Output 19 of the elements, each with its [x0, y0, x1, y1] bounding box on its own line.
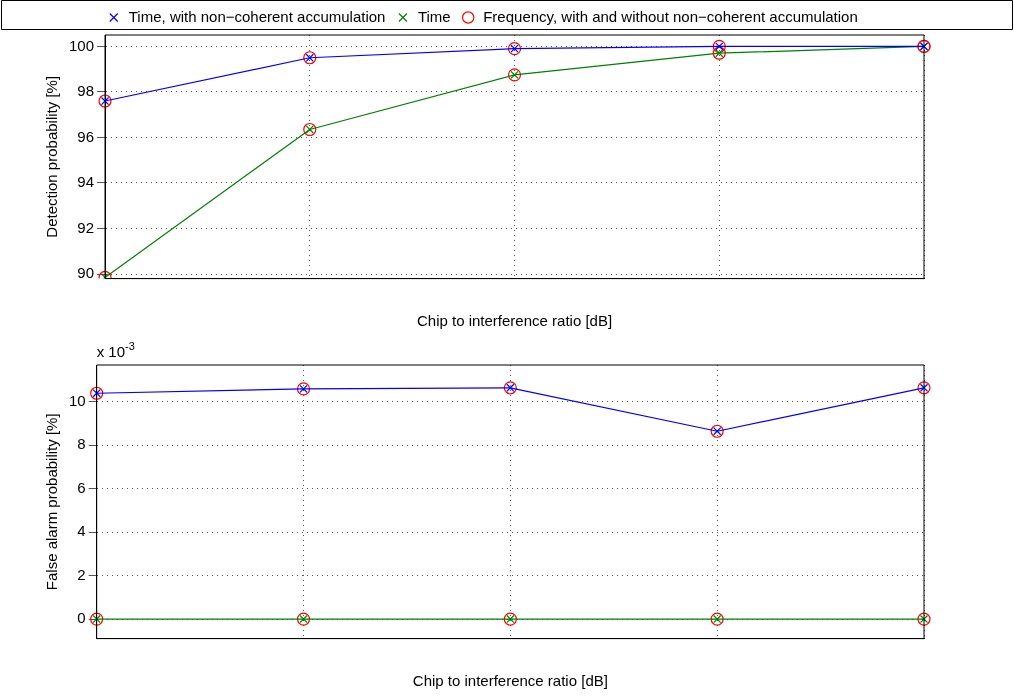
- y-tick-label: 98: [77, 82, 95, 100]
- legend-label: Time: [417, 7, 451, 25]
- y-tick-label: 0: [77, 609, 86, 627]
- y-tick-label: 96: [77, 127, 95, 145]
- x-axis-title: Chip to interference ratio [dB]: [412, 672, 608, 690]
- legend-label: Frequency, with and without non−coherent accumulation: [483, 7, 858, 25]
- y-tick-label: 10: [69, 392, 86, 410]
- y-tick-label: 4: [77, 522, 86, 540]
- y-axis-title: False alarm probability [%]: [43, 413, 61, 591]
- y-tick-label: 94: [77, 173, 95, 191]
- y-tick-label: 92: [77, 218, 95, 236]
- y-tick-label: 90: [77, 264, 95, 282]
- y-tick-label: 100: [69, 36, 95, 54]
- y-axis-title: Detection probability [%]: [43, 75, 61, 238]
- y-tick-label: 2: [77, 565, 86, 583]
- legend-label: Time, with non−coherent accumulation: [128, 7, 386, 25]
- y-tick-label: 8: [77, 435, 86, 453]
- x-axis-title: Chip to interference ratio [dB]: [416, 312, 613, 330]
- y-tick-label: 6: [77, 478, 86, 496]
